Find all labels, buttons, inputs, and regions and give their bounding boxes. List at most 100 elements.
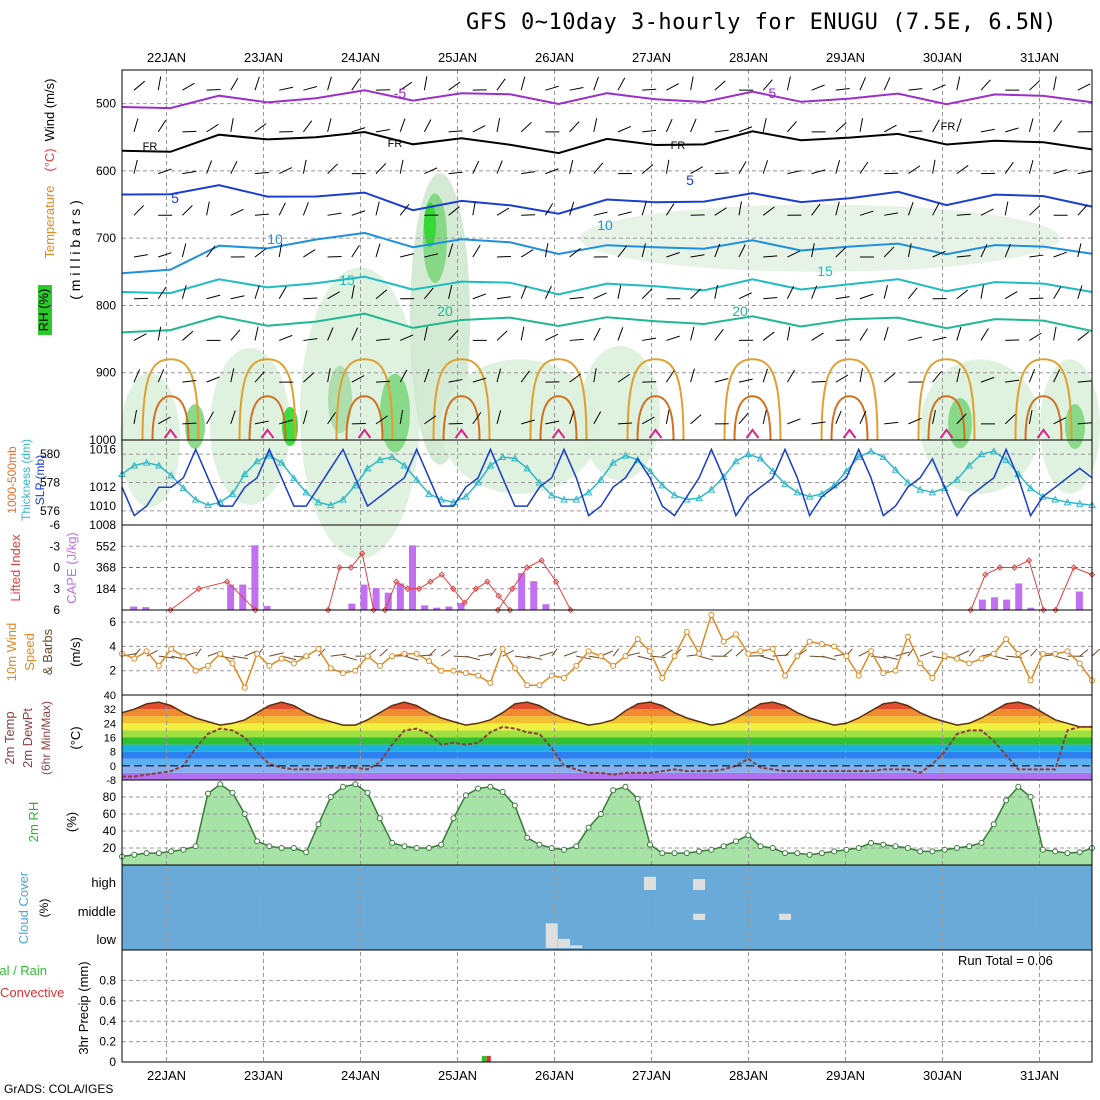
upper-wind-barb: [1028, 368, 1036, 383]
upper-wind-barb: [1029, 80, 1041, 91]
upper-wind-barb: [158, 252, 172, 258]
wind-speed-line-marker: [192, 667, 199, 674]
thickness-line-marker: [744, 450, 753, 458]
upper-wind-barb: [665, 159, 670, 174]
cape-ylabel: CAPE (J/kg): [64, 532, 79, 604]
li-marker: [538, 557, 545, 564]
thickness-line-marker: [511, 454, 519, 462]
cape-bar: [530, 581, 538, 610]
cloud-background: [122, 865, 1092, 950]
thickness-line-marker: [732, 457, 740, 465]
rh2m-line-marker: [229, 789, 236, 796]
contour-label-freezing: FR: [941, 121, 956, 133]
upper-wind-barb: [545, 168, 559, 175]
upper-wind-barb: [593, 76, 599, 91]
upper-wind-barb: [690, 326, 695, 341]
upper-wind-barb: [399, 118, 406, 133]
thickness-line-marker: [142, 458, 151, 466]
upper-wind-barb: [738, 161, 747, 174]
wind-speed-line-marker: [671, 653, 678, 660]
wind-speed-line-marker: [487, 679, 494, 686]
precip-tick-label: 0.2: [99, 1035, 116, 1049]
wind-barb-10m: [404, 655, 419, 661]
wind-speed-line-marker: [303, 653, 310, 660]
rh2m-tick-label: 80: [103, 790, 117, 804]
wind-speed-line-marker: [1076, 660, 1083, 667]
upper-wind-barb: [787, 121, 797, 133]
upper-wind-barb: [254, 213, 269, 216]
upper-wind-barb: [762, 160, 769, 174]
upper-wind-barb: [279, 419, 293, 425]
upper-wind-barb: [157, 119, 167, 133]
thickness-line-marker: [854, 452, 863, 460]
upper-wind-barb: [762, 206, 775, 216]
upper-wind-barb: [133, 333, 147, 341]
wind-barb-10m: [514, 655, 531, 659]
rh2m-line-marker: [204, 790, 211, 797]
upper-wind-barb: [569, 201, 575, 216]
rh2m-line-marker: [610, 787, 617, 794]
upper-wind-barb: [254, 371, 265, 383]
rh2m-line-marker: [1015, 783, 1022, 790]
thickness-line-marker: [167, 471, 175, 479]
thickness-line-marker: [1075, 499, 1084, 507]
cape-bar: [142, 607, 150, 610]
upper-wind-barb: [617, 327, 624, 341]
upper-wind-barb: [642, 337, 657, 341]
upper-wind-barb: [472, 412, 482, 425]
thickness-tick-label: 580: [40, 447, 60, 461]
upper-wind-barb: [956, 76, 961, 91]
upper-wind-barb: [158, 168, 172, 175]
warm-contour-25: [1014, 358, 1073, 441]
upper-wind-barb: [133, 80, 146, 91]
upper-wind-barb: [399, 159, 404, 174]
wind-speed-line-marker: [536, 682, 543, 689]
upper-wind-barb: [714, 207, 727, 216]
pressure-tick-label: 800: [96, 298, 116, 312]
upper-wind-barb: [472, 125, 486, 133]
contour-label-fifteen: 15: [339, 272, 355, 288]
rh2m-line-marker: [536, 841, 543, 848]
date-label-bottom: 22JAN: [147, 1068, 186, 1083]
wind-speed-line-marker: [990, 650, 997, 657]
upper-wind-barb: [230, 295, 245, 300]
rh2m-ylabel: 2m RH: [26, 802, 41, 842]
upper-wind-barb: [206, 294, 221, 300]
upper-wind-barb: [1028, 410, 1033, 424]
wind-tick-label: 4: [109, 639, 116, 653]
rh2m-line-marker: [966, 843, 973, 850]
upper-wind-barb: [520, 285, 527, 299]
upper-wind-barb: [932, 410, 936, 424]
wind-speed-line-marker: [720, 638, 727, 645]
upper-wind-barb: [811, 421, 826, 425]
wind-tick-label: 6: [109, 615, 116, 629]
upper-wind-barb: [738, 244, 746, 258]
upper-wind-barb: [448, 81, 461, 91]
upper-wind-barb: [544, 285, 552, 299]
thickness-tick-label: 576: [40, 504, 60, 518]
grads-credit: GrADS: COLA/IGES: [4, 1082, 114, 1096]
upper-wind-barb: [472, 377, 487, 383]
wind-speed-line-marker: [794, 653, 801, 660]
thickness-line-marker: [486, 461, 495, 469]
upper-wind-barb: [279, 334, 293, 341]
wind-speed-line-marker: [855, 672, 862, 679]
upper-wind-barb: [738, 201, 742, 216]
upper-wind-barb: [423, 326, 428, 341]
minmax-ylabel: (6hr Min/Max): [39, 701, 53, 775]
warm-contour-30: [151, 395, 190, 441]
upper-wind-barb: [375, 338, 390, 341]
temp-tick-label: 0: [110, 761, 116, 773]
upper-wind-barb: [617, 245, 628, 258]
wind-speed-line-marker: [168, 645, 175, 652]
upper-wind-barb: [351, 210, 366, 216]
cape-bar: [348, 603, 356, 610]
precip-tick-label: 0.6: [99, 994, 116, 1008]
rh2m-line-marker: [1064, 850, 1071, 857]
upper-wind-barb: [182, 170, 197, 175]
warm-contour-35: [648, 428, 663, 439]
upper-wind-barb: [762, 331, 775, 341]
cape-bar: [457, 603, 465, 610]
upper-wind-barb: [375, 243, 381, 258]
temp-color-band: [122, 765, 1092, 773]
